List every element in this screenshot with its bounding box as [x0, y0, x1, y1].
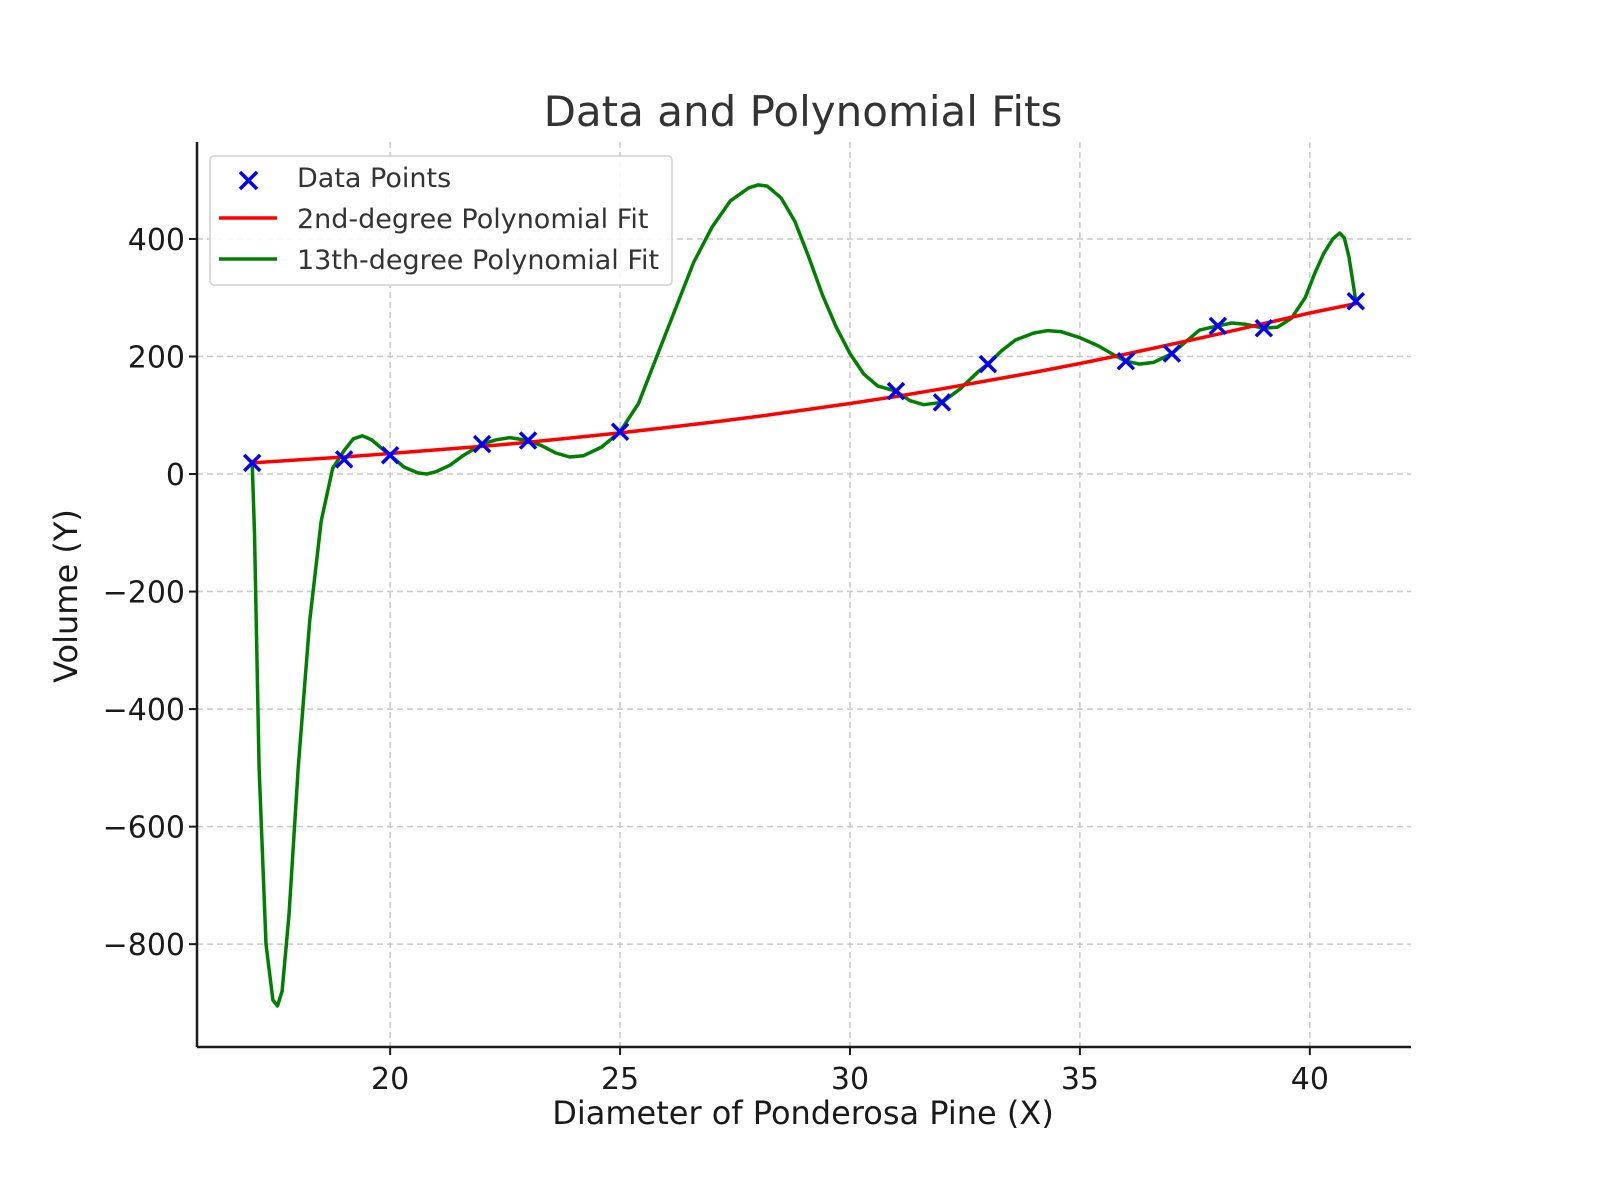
- y-axis-label: Volume (Y): [47, 509, 85, 683]
- y-tick-label: 200: [128, 340, 185, 375]
- legend-marker-data-points: [238, 170, 259, 191]
- legend-label-2nd-degree: 2nd-degree Polynomial Fit: [297, 204, 648, 235]
- y-tick-label: 0: [166, 458, 185, 493]
- data-point: [334, 450, 354, 469]
- data-point: [1162, 344, 1182, 363]
- grid: [197, 142, 1411, 1047]
- x-tick-label: 25: [601, 1062, 639, 1097]
- data-point: [1254, 319, 1274, 338]
- y-tick-label: −800: [103, 928, 185, 963]
- x-tick-label: 30: [831, 1062, 869, 1097]
- series-line-2nd-degree-fit: [250, 301, 1358, 465]
- data-point: [242, 453, 262, 473]
- data-point: [472, 434, 492, 454]
- legend-label-13th-degree: 13th-degree Polynomial Fit: [297, 245, 659, 276]
- x-tick-label: 20: [371, 1062, 409, 1097]
- y-tick-label: 400: [128, 223, 185, 258]
- data-point: [886, 381, 906, 401]
- x-tick-label: 40: [1291, 1062, 1329, 1097]
- axis-ticks: 20 25 30 35 40 −800 −600 −400 −200 0 200 400: [103, 223, 1329, 1097]
- data-point: [518, 431, 538, 450]
- legend-frame: [209, 155, 673, 286]
- series-line-13th-degree-fit: [250, 183, 1358, 1008]
- y-tick-label: −600: [103, 811, 185, 846]
- legend: Data Points 2nd-degree Polynomial Fit 13…: [209, 155, 673, 286]
- x-axis-label: Diameter of Ponderosa Pine (X): [552, 1094, 1054, 1132]
- plot-area: [242, 183, 1366, 1008]
- data-point: [1208, 316, 1228, 336]
- x-tick-label: 35: [1061, 1062, 1099, 1097]
- data-point: [1116, 351, 1136, 371]
- chart-title: Data and Polynomial Fits: [544, 87, 1063, 136]
- data-point: [978, 354, 998, 374]
- data-point: [610, 422, 630, 441]
- data-point: [932, 393, 952, 412]
- y-tick-label: −400: [103, 693, 185, 728]
- data-point: [380, 445, 400, 465]
- legend-label-data-points: Data Points: [297, 163, 451, 194]
- y-tick-label: −200: [103, 576, 185, 611]
- data-point: [1346, 292, 1366, 311]
